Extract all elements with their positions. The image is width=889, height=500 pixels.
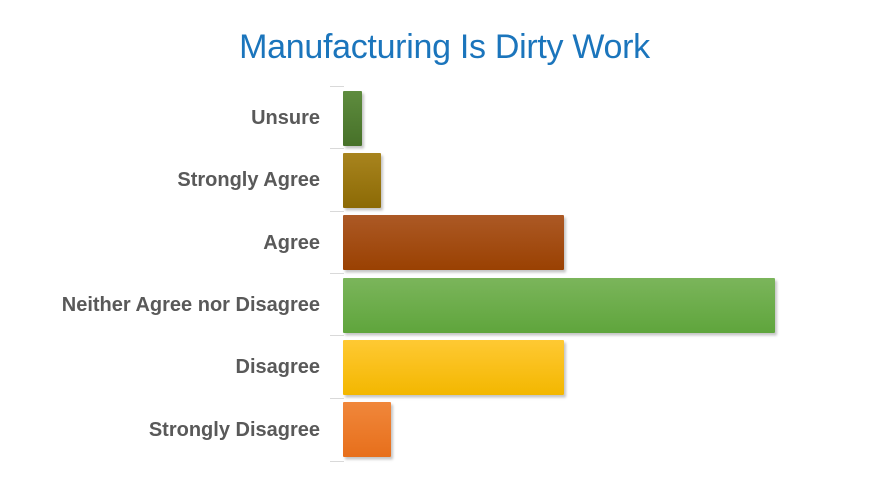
chart-row-strongly-disagree: Strongly Disagree (0, 397, 889, 461)
bar-track (343, 399, 889, 461)
chart-title: Manufacturing Is Dirty Work (239, 28, 650, 66)
chart-row-strongly-agree: Strongly Agree (0, 148, 889, 211)
chart-row-unsure: Unsure (0, 85, 889, 149)
bar-track (343, 87, 889, 149)
bar-chart: Unsure Strongly Agree Agree Neither Agree n… (0, 85, 889, 461)
category-label-agree: Agree (263, 231, 320, 254)
axis-tick (330, 461, 344, 462)
category-label-neither-agree-nor-disagree: Neither Agree nor Disagree (61, 294, 320, 317)
category-label-strongly-agree: Strongly Agree (177, 169, 320, 192)
bar-agree (343, 215, 564, 271)
bar-track (343, 149, 889, 211)
chart-row-disagree: Disagree (0, 335, 889, 398)
category-label-disagree: Disagree (235, 356, 321, 379)
category-label-strongly-disagree: Strongly Disagree (148, 418, 320, 441)
bar-track (343, 274, 889, 336)
bar-strongly-disagree (343, 402, 391, 458)
category-label-unsure: Unsure (251, 107, 320, 130)
chart-row-neither-agree-nor-disagree: Neither Agree nor Disagree (0, 272, 889, 336)
bar-disagree (343, 339, 564, 395)
bar-unsure (343, 90, 362, 146)
bar-track (343, 212, 889, 274)
chart-row-agree: Agree (0, 210, 889, 274)
bar-strongly-agree (343, 152, 381, 208)
bar-neither-agree-nor-disagree (343, 277, 775, 333)
bar-track (343, 336, 889, 398)
